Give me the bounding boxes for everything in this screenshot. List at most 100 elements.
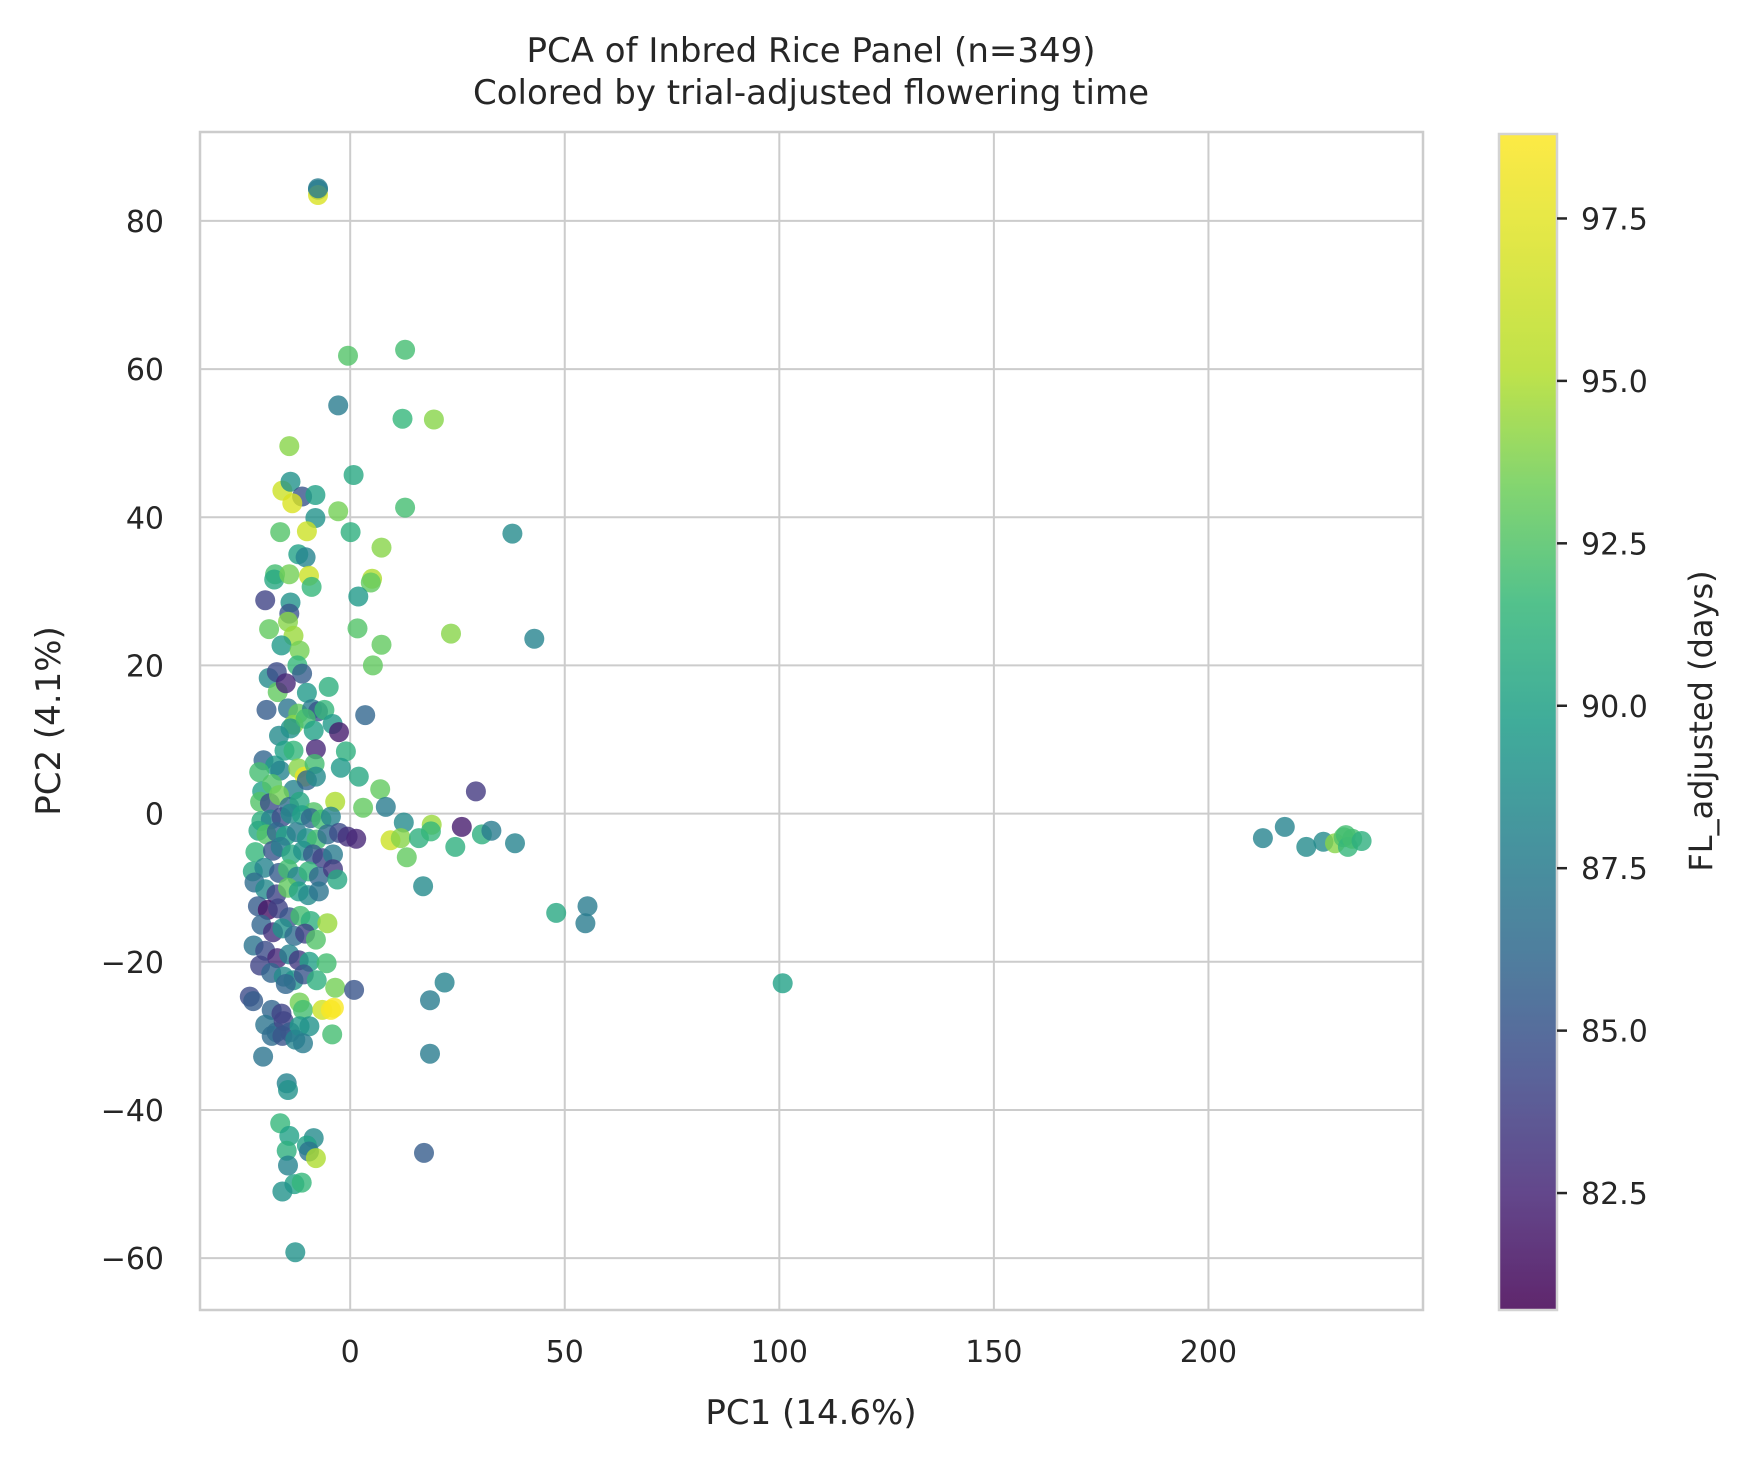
chart-title: PCA of Inbred Rice Panel (n=349) [526,31,1095,71]
scatter-point [264,569,285,590]
scatter-point [270,522,291,543]
colorbar-tick-label: 97.5 [1581,202,1648,237]
scatter-point [285,1242,306,1263]
scatter-point [325,977,346,998]
y-tick-label: 20 [126,649,164,684]
scatter-point [360,572,381,593]
x-axis-ticks: 0 50 100 150 200 [341,1335,1237,1370]
scatter-point [255,590,276,611]
scatter-point [271,635,292,656]
scatter-point [371,634,392,655]
scatter-point [278,1080,298,1100]
scatter-point [323,997,344,1018]
scatter-point [465,781,486,802]
scatter-point [413,876,434,897]
scatter-point [451,816,472,837]
y-tick-label: 80 [126,205,164,240]
scatter-point [301,576,322,597]
colorbar-tick-label: 87.5 [1581,852,1648,887]
scatter-point [390,828,411,849]
scatter-point [505,833,525,854]
scatter-point [305,929,326,950]
y-tick-label: −20 [101,946,164,981]
scatter-point [303,720,324,741]
data-points [239,178,1372,1263]
scatter-point [371,537,392,558]
scatter-point [772,973,793,994]
scatter-point [546,902,567,923]
scatter-point [279,564,300,585]
scatter-point [329,722,349,743]
scatter-point [289,640,310,661]
scatter-point [293,999,313,1020]
scatter-point [1252,828,1273,849]
scatter-point [323,844,343,865]
scatter-point [275,974,296,994]
scatter-point [291,1172,312,1193]
scatter-point [420,821,441,842]
scatter-point [295,547,316,568]
scatter-point [445,836,466,857]
scatter-point [308,881,329,902]
x-tick-label: 200 [1180,1335,1237,1370]
scatter-point [306,970,327,991]
scatter-point [340,522,361,543]
scatter-point [259,619,280,640]
scatter-point [245,842,266,863]
scatter-point [1274,816,1295,837]
scatter-point [305,739,326,760]
colorbar-tick-label: 85.0 [1581,1015,1648,1050]
scatter-point [1351,831,1372,851]
x-tick-label: 150 [965,1335,1022,1370]
scatter-point [305,485,326,505]
y-tick-label: 0 [145,798,164,833]
scatter-point [353,797,374,818]
colorbar-tick-label: 82.5 [1581,1177,1648,1212]
scatter-point [346,828,367,849]
scatter-point [327,869,348,890]
scatter-point [243,991,264,1012]
plot-area [200,132,1423,1310]
scatter-point [305,766,326,787]
scatter-point [393,812,414,833]
x-axis-label: PC1 (14.6%) [705,1393,916,1433]
scatter-point [414,1142,434,1163]
plot-frame [198,130,1425,1312]
colorbar [1497,132,1559,1312]
scatter-point [577,896,598,917]
scatter-point [322,1024,343,1045]
scatter-point [279,436,300,457]
scatter-point [392,408,413,429]
scatter-point [275,673,296,694]
scatter-point [305,1148,326,1169]
scatter-point [441,623,461,644]
scatter-point [575,913,596,934]
scatter-point [343,465,364,485]
y-axis-ticks: −60 −40 −20 0 20 40 60 80 [101,205,164,1277]
x-tick-label: 0 [341,1335,360,1370]
scatter-point [292,663,313,684]
scatter-point [370,779,391,800]
scatter-point [362,655,383,676]
colorbar-ticks: 82.5 85.0 87.5 90.0 92.5 95.0 97.5 [1557,202,1648,1212]
scatter-point [524,628,545,649]
scatter-point [328,395,349,416]
scatter-point [396,847,417,868]
scatter-point [420,990,440,1011]
scatter-point [1296,836,1317,857]
scatter-point [502,523,523,544]
scatter-point [434,972,455,993]
y-tick-label: 40 [126,501,164,536]
scatter-point [296,521,317,542]
scatter-point [308,178,328,199]
x-tick-label: 50 [546,1335,584,1370]
scatter-point [348,766,369,787]
scatter-point [318,676,339,697]
scatter-point [375,796,396,817]
scatter-point [293,1033,313,1054]
scatter-point [335,741,356,762]
y-tick-label: 60 [126,353,164,388]
scatter-point [278,1155,298,1176]
scatter-point [276,1140,297,1161]
